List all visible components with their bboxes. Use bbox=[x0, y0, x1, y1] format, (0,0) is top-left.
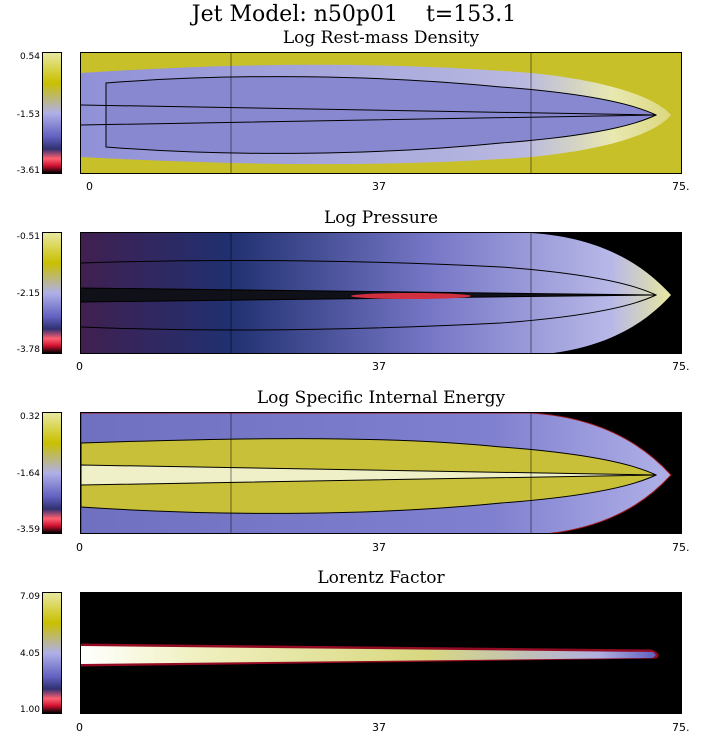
x-tick-75-lorentz: 75. bbox=[672, 721, 690, 734]
x-tick-37-energy: 37 bbox=[372, 541, 386, 554]
cbar-min-pressure: -3.78 bbox=[16, 345, 40, 355]
x-tick-0-lorentz: 0 bbox=[76, 721, 83, 734]
cbar-min-density: -3.61 bbox=[16, 166, 40, 176]
x-tick-75-energy: 75. bbox=[672, 541, 690, 554]
panel-title-energy: Log Specific Internal Energy bbox=[256, 388, 506, 408]
plot-lorentz bbox=[80, 592, 682, 714]
x-tick-0-energy: 0 bbox=[76, 541, 83, 554]
x-tick-37-density: 37 bbox=[372, 180, 386, 193]
cbar-min-lorentz: 1.00 bbox=[19, 705, 40, 715]
colorbar-energy bbox=[42, 412, 62, 534]
lorentz-field bbox=[81, 643, 659, 667]
cbar-mid-density: -1.53 bbox=[16, 110, 40, 120]
figure-title: Jet Model: n50p01 t=153.1 bbox=[191, 2, 517, 27]
cbar-max-energy: 0.32 bbox=[19, 412, 40, 422]
colorbar-density bbox=[42, 52, 62, 174]
plot-pressure bbox=[80, 232, 682, 354]
x-tick-0-density: 0 bbox=[86, 180, 93, 193]
panel-title-pressure: Log Pressure bbox=[323, 208, 439, 228]
plot-energy bbox=[80, 412, 682, 534]
x-tick-0-pressure: 0 bbox=[76, 360, 83, 373]
panel-title-density: Log Rest-mass Density bbox=[282, 28, 480, 48]
colorbar-lorentz bbox=[42, 592, 62, 714]
pressure-field bbox=[81, 233, 671, 353]
cbar-max-pressure: -0.51 bbox=[16, 232, 40, 242]
cbar-min-energy: -3.59 bbox=[16, 525, 40, 535]
energy-field bbox=[81, 413, 672, 533]
x-tick-75-density: 75. bbox=[672, 180, 690, 193]
cbar-mid-energy: -1.64 bbox=[16, 469, 40, 479]
x-tick-37-pressure: 37 bbox=[372, 360, 386, 373]
density-field bbox=[81, 53, 681, 173]
cbar-max-lorentz: 7.09 bbox=[19, 592, 40, 602]
plot-density bbox=[80, 52, 682, 174]
cbar-mid-pressure: -2.15 bbox=[16, 289, 40, 299]
panel-title-lorentz: Lorentz Factor bbox=[317, 568, 445, 588]
x-tick-75-pressure: 75. bbox=[672, 360, 690, 373]
cbar-mid-lorentz: 4.05 bbox=[19, 649, 40, 659]
colorbar-pressure bbox=[42, 232, 62, 354]
cbar-max-density: 0.54 bbox=[19, 52, 40, 62]
x-tick-37-lorentz: 37 bbox=[372, 721, 386, 734]
